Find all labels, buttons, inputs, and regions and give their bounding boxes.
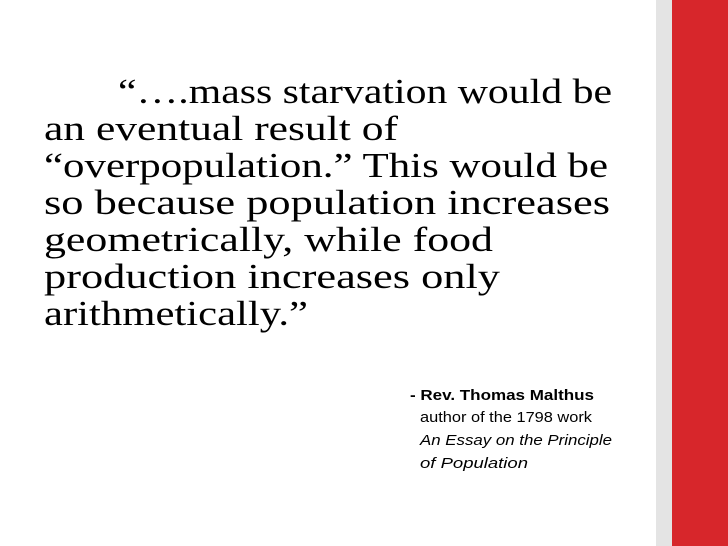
work-title: of Population (420, 455, 528, 472)
work-title: An Essay on the Principle (419, 432, 612, 449)
quote-line: production increases only (44, 257, 501, 296)
quote-line: geometrically, while food (44, 220, 494, 259)
side-strip (656, 0, 672, 546)
attribution-name: - Rev. Thomas Malthus (410, 387, 594, 404)
quote-line: an eventual result of (44, 109, 398, 148)
side-bar (672, 0, 728, 546)
attribution-description: author of the 1798 work (420, 409, 593, 426)
quote-line: “overpopulation.” This would be (44, 146, 608, 185)
quote-line: arithmetically.” (44, 294, 308, 333)
quote-line: “….mass starvation would be (118, 72, 612, 111)
quote-line: so because population increases (44, 183, 610, 222)
